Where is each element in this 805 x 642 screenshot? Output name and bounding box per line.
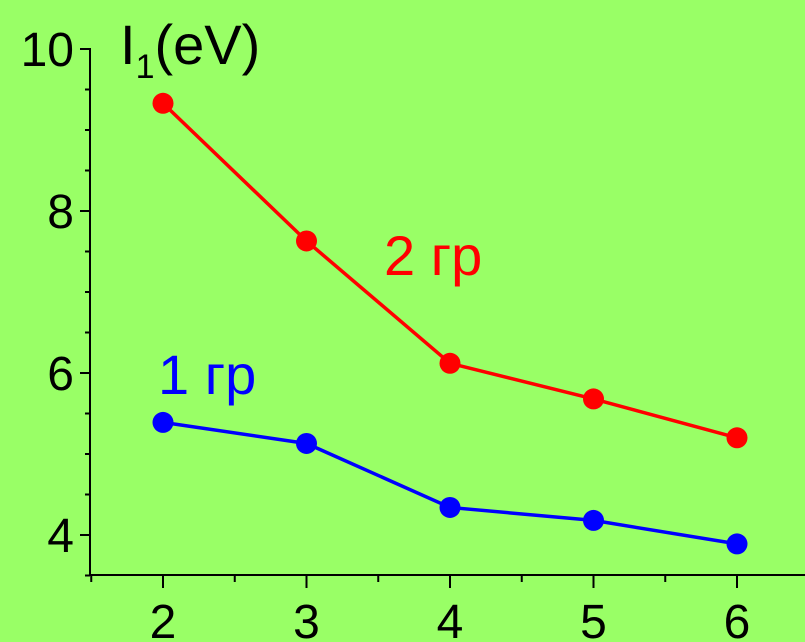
x-tick-label: 3	[293, 596, 320, 642]
data-point	[296, 230, 317, 252]
series-label-2: 2 гр	[384, 224, 482, 287]
y-tick-label: 8	[47, 186, 74, 239]
x-tick-label: 4	[437, 596, 464, 642]
series-label-1: 1 гр	[158, 343, 256, 406]
x-tick-label: 6	[724, 596, 751, 642]
y-axis-label: I1(eV)	[120, 13, 260, 86]
data-point	[152, 92, 174, 114]
x-tick-label: 5	[580, 596, 607, 642]
y-axis-label-unit: (eV)	[154, 13, 260, 76]
data-point	[439, 496, 461, 518]
series-line-2	[162, 420, 738, 546]
data-point	[152, 411, 174, 433]
x-tick-label: 2	[150, 596, 177, 642]
data-point	[726, 427, 748, 449]
axes	[89, 48, 805, 576]
series-group	[152, 92, 748, 555]
x-ticks: 2 3 4 5 6	[90, 575, 751, 642]
y-tick-label: 6	[47, 348, 74, 401]
data-point	[583, 388, 604, 410]
y-axis-label-main: I	[120, 13, 136, 76]
y-axis-label-subscript: 1	[136, 48, 155, 86]
data-point	[296, 432, 317, 454]
y-tick-label: 4	[47, 510, 74, 563]
data-point	[726, 533, 748, 555]
y-ticks: 4 6 8 10	[21, 24, 90, 577]
y-tick-label: 10	[21, 24, 74, 77]
data-point	[583, 509, 604, 531]
data-point	[439, 352, 461, 374]
